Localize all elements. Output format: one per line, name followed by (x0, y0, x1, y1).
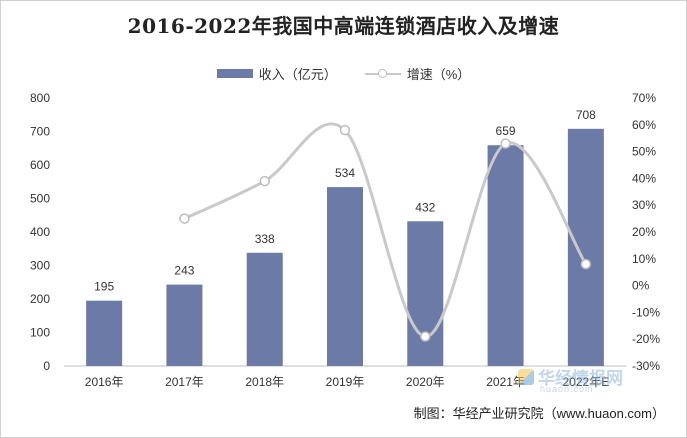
growth-line (183, 122, 588, 339)
revenue-bar (166, 284, 203, 366)
y-left-tick-label: 200 (30, 292, 50, 306)
x-tick-label: 2022年E (563, 375, 610, 389)
y-right-tick-label: 60% (632, 118, 656, 132)
revenue-bar (86, 300, 123, 366)
growth-point (179, 213, 190, 224)
growth-point (420, 331, 431, 342)
revenue-bar (327, 187, 363, 366)
y-right-tick-label: 40% (632, 171, 656, 185)
watermark-logo-icon (518, 368, 534, 385)
watermark-url: huaon.com (540, 384, 594, 394)
y-right-tick-label: -10% (632, 305, 660, 319)
legend-label-revenue: 收入（亿元） (258, 67, 337, 82)
y-left-tick-label: 400 (30, 225, 50, 239)
legend-bar-swatch (216, 69, 253, 78)
legend-item-growth: 增速（%） (364, 64, 471, 83)
y-right-tick-label: -20% (632, 332, 660, 346)
y-right-tick-label: -30% (632, 359, 660, 373)
revenue-data-label: 708 (576, 108, 596, 122)
x-tick-label: 2021年 (486, 375, 525, 389)
revenue-bar (246, 252, 283, 366)
y-right-tick-label: 70% (632, 91, 656, 105)
revenue-bar (487, 145, 524, 366)
revenue-data-label: 534 (335, 166, 355, 180)
y-left-tick-label: 800 (30, 91, 50, 105)
y-left-tick-label: 600 (30, 158, 50, 172)
growth-point (259, 175, 270, 187)
y-right-tick-label: 10% (632, 252, 656, 266)
revenue-bar (407, 221, 444, 366)
revenue-data-label: 659 (496, 124, 516, 138)
y-right-tick-label: 20% (632, 225, 656, 239)
y-left-tick-label: 100 (30, 326, 50, 340)
y-right-tick-label: 0% (632, 279, 650, 293)
growth-point (580, 258, 592, 270)
growth-point (500, 138, 511, 149)
x-tick-label: 2018年 (245, 375, 284, 389)
legend-item-revenue: 收入（亿元） (216, 64, 337, 83)
legend-label-growth: 增速（%） (406, 67, 471, 82)
legend-line-swatch (364, 68, 401, 79)
y-left-tick-label: 700 (30, 125, 50, 139)
revenue-data-label: 243 (174, 264, 194, 278)
chart-title: 2016-2022年我国中高端连锁酒店收入及增速 (127, 14, 560, 38)
x-tick-label: 2017年 (165, 375, 204, 389)
growth-point (339, 124, 351, 136)
watermark-text: 华经情报网 (538, 369, 623, 388)
y-left-tick-label: 500 (30, 192, 50, 206)
x-tick-label: 2019年 (326, 375, 365, 389)
revenue-data-label: 432 (415, 200, 435, 214)
y-right-tick-label: 30% (632, 198, 656, 212)
y-left-tick-label: 0 (43, 359, 50, 373)
chart-legend: 收入（亿元） 增速（%） (0, 64, 687, 83)
revenue-data-label: 195 (94, 280, 114, 294)
x-tick-label: 2016年 (85, 375, 124, 389)
source-note: 制图：华经产业研究院（www.huaon.com） (413, 406, 665, 421)
y-right-tick-label: 50% (632, 145, 656, 159)
watermark: 华经情报网 (518, 364, 623, 389)
revenue-bar (567, 128, 604, 366)
revenue-data-label: 338 (255, 232, 275, 246)
x-tick-label: 2020年 (406, 375, 445, 389)
y-left-tick-label: 300 (30, 259, 50, 273)
